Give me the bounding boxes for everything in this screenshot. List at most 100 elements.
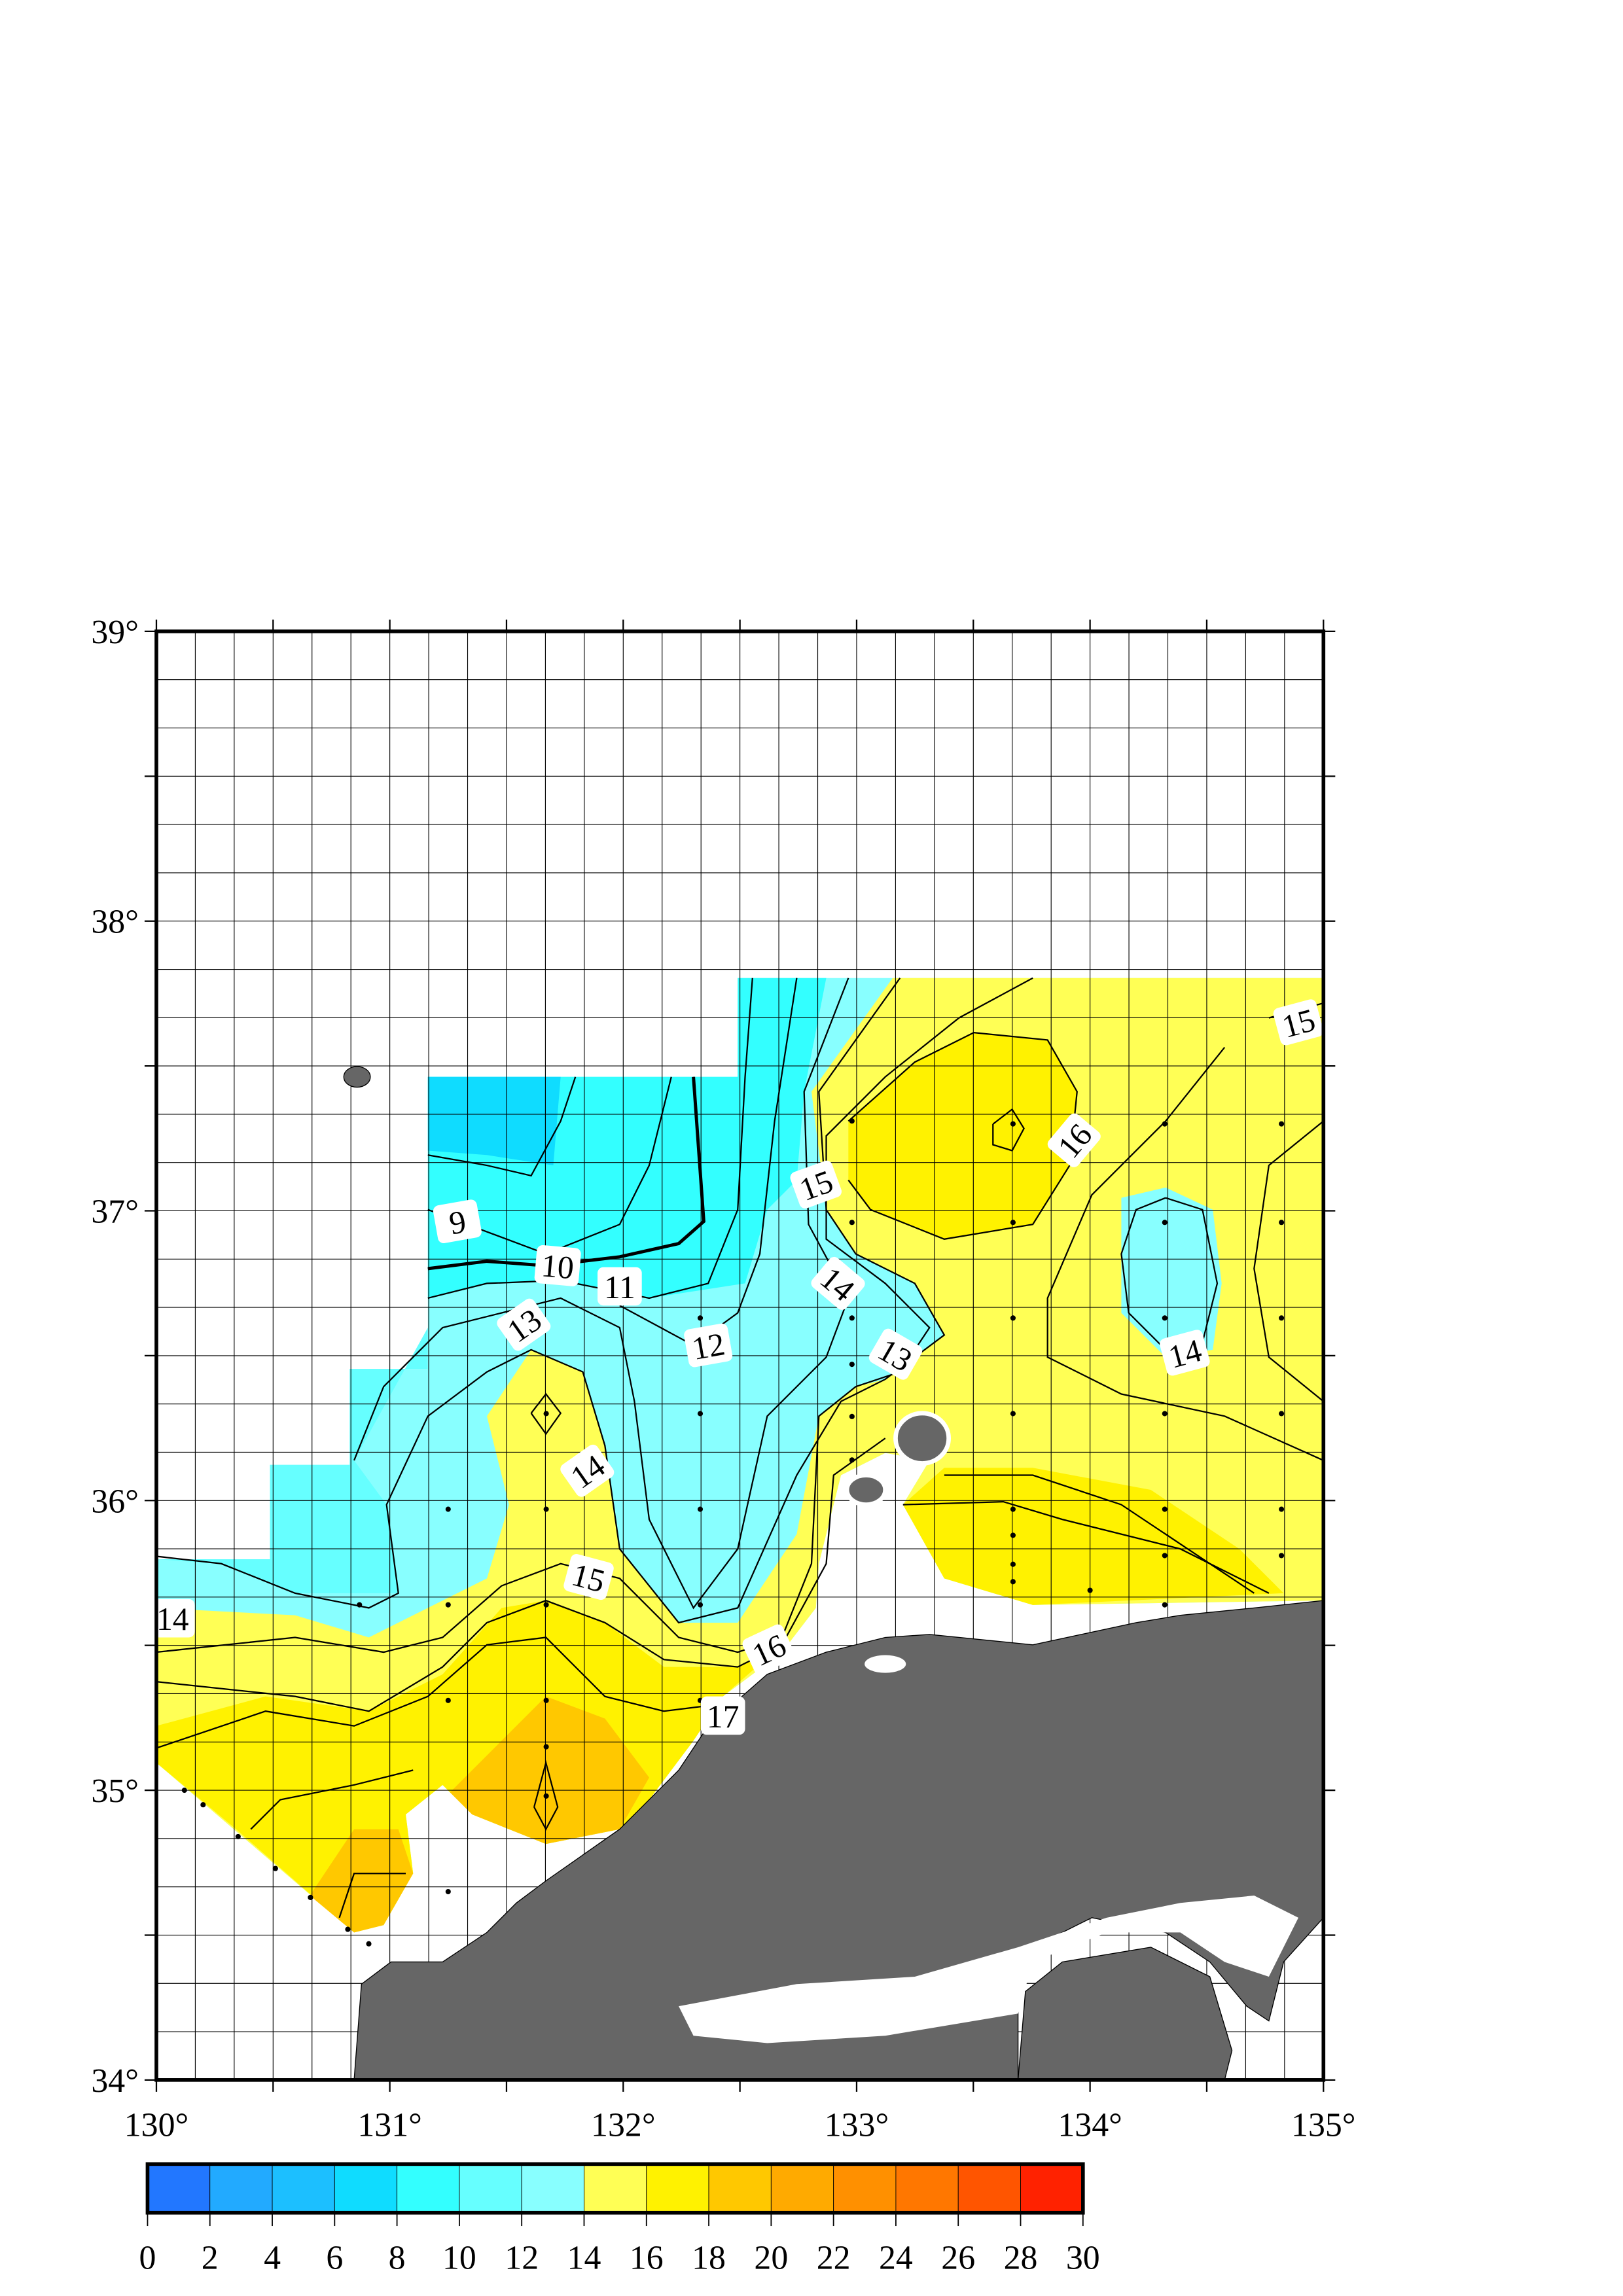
colorbar-tick-label: 6 — [326, 2239, 343, 2276]
station-point — [1010, 1411, 1016, 1417]
contour-label-bg — [684, 1323, 733, 1368]
contour-label: 14 — [1160, 1330, 1210, 1376]
contour-label-bg — [1273, 999, 1324, 1046]
station-point — [1279, 1121, 1285, 1127]
colorbar-tick-label: 20 — [754, 2239, 788, 2276]
fill-12-14-east — [1121, 1187, 1222, 1358]
contour-line-bold — [427, 1076, 705, 1271]
contour-label-bg — [790, 1160, 842, 1209]
station-point — [445, 1602, 451, 1608]
contour-line — [427, 978, 753, 1299]
land-shikoku — [1017, 1947, 1233, 2081]
colorbar-tick-label: 14 — [567, 2239, 601, 2276]
fill-18-20-b — [310, 1829, 414, 1933]
map-frame — [144, 619, 1336, 2092]
colorbar-tick-label: 22 — [817, 2239, 851, 2276]
contour-label-bg — [811, 1256, 865, 1310]
colorbar-tick-label: 0 — [139, 2239, 156, 2276]
fill-10-12 — [156, 1328, 428, 1593]
island-small — [343, 1066, 371, 1088]
colorbar-tick-label: 26 — [941, 2239, 975, 2276]
station-point — [1279, 1506, 1285, 1512]
station-point — [1010, 1532, 1016, 1538]
contour-label-bg — [868, 1328, 923, 1380]
contour-label-text: 14 — [156, 1601, 189, 1637]
colorbar-swatch — [209, 2163, 273, 2214]
station-point — [1162, 1506, 1168, 1512]
colorbar-tick-label: 12 — [505, 2239, 539, 2276]
station-point — [1010, 1579, 1016, 1585]
x-tick-label: 131° — [357, 2107, 422, 2144]
station-point — [1087, 1587, 1093, 1593]
station-point — [543, 1411, 549, 1417]
contour-line — [1253, 1120, 1324, 1402]
contour-label: 15 — [1273, 999, 1324, 1046]
colorbar-swatch — [272, 2163, 335, 2214]
colorbar-swatch — [334, 2163, 398, 2214]
colorbar-swatch — [833, 2163, 897, 2214]
contour-line — [1046, 1046, 1324, 1461]
contour-label-text: 11 — [604, 1269, 635, 1305]
contour-label-bg — [497, 1298, 551, 1351]
colorbar-tick-label: 16 — [630, 2239, 664, 2276]
contour-label: 9 — [433, 1199, 482, 1244]
colorbar-tick-label: 4 — [264, 2239, 281, 2276]
contour-line — [619, 978, 798, 1347]
contour-line — [533, 1759, 559, 1831]
x-tick-label: 130° — [124, 2107, 189, 2144]
contour-line — [944, 1474, 1255, 1594]
contour-label-bg — [700, 1696, 745, 1735]
station-point — [849, 1362, 855, 1368]
colorbar-tick-label: 30 — [1066, 2239, 1100, 2276]
colorbar-swatch — [646, 2163, 709, 2214]
contour-label: 17 — [700, 1696, 745, 1735]
station-point — [445, 1697, 451, 1703]
contour-label: 15 — [790, 1160, 842, 1209]
y-tick-label: 35° — [91, 1773, 139, 1810]
x-tick-label: 135° — [1291, 2107, 1356, 2144]
station-point — [1162, 1602, 1168, 1608]
contour-line — [156, 1636, 723, 1749]
station-point — [697, 1602, 704, 1608]
station-point — [1279, 1315, 1285, 1321]
station-point — [1010, 1121, 1016, 1127]
fill-8-10 — [427, 978, 827, 1298]
contour-line — [992, 1108, 1025, 1152]
contour-label-bg — [1160, 1330, 1210, 1376]
colorbar-tick-label: 24 — [879, 2239, 913, 2276]
contour-line — [156, 1438, 886, 1712]
colorbar: 0 2 4 6 8 10 12 14 16 18 20 22 24 26 28 30 — [139, 2162, 1100, 2276]
station-point — [1162, 1121, 1168, 1127]
station-point — [1162, 1315, 1168, 1321]
contour-label: 12 — [684, 1323, 733, 1368]
contour-label-bg — [150, 1598, 195, 1638]
colorbar-border — [145, 2162, 1085, 2215]
colorbar-swatch — [895, 2163, 959, 2214]
colorbar-tick-label: 8 — [389, 2239, 406, 2276]
contour-line — [338, 1873, 406, 1918]
y-tick-label: 37° — [91, 1193, 139, 1231]
station-point — [1010, 1561, 1016, 1567]
station-point — [697, 1506, 704, 1512]
lake — [865, 1655, 906, 1673]
contour-line — [156, 978, 946, 1624]
station-point — [543, 1744, 549, 1750]
contour-label-text: 12 — [689, 1326, 727, 1367]
contour-label-bg — [742, 1624, 795, 1674]
colorbar-swatch — [708, 2163, 772, 2214]
colorbar-swatch — [770, 2163, 834, 2214]
inland-sea — [679, 1896, 1298, 2043]
contour-label-bg — [597, 1267, 642, 1306]
y-tick-label: 34° — [91, 2062, 139, 2100]
colorbar-swatch — [459, 2163, 522, 2214]
station-point — [697, 1411, 704, 1417]
contour-label: 14 — [150, 1598, 195, 1638]
contour-line — [250, 1769, 414, 1830]
x-tick-label: 132° — [591, 2107, 656, 2144]
contour-line — [530, 1392, 562, 1436]
contour-label: 10 — [534, 1245, 581, 1286]
contour-label: 15 — [563, 1554, 614, 1600]
colorbar-tick-label: 28 — [1004, 2239, 1038, 2276]
station-point — [445, 1888, 451, 1895]
station-point — [1279, 1553, 1285, 1559]
